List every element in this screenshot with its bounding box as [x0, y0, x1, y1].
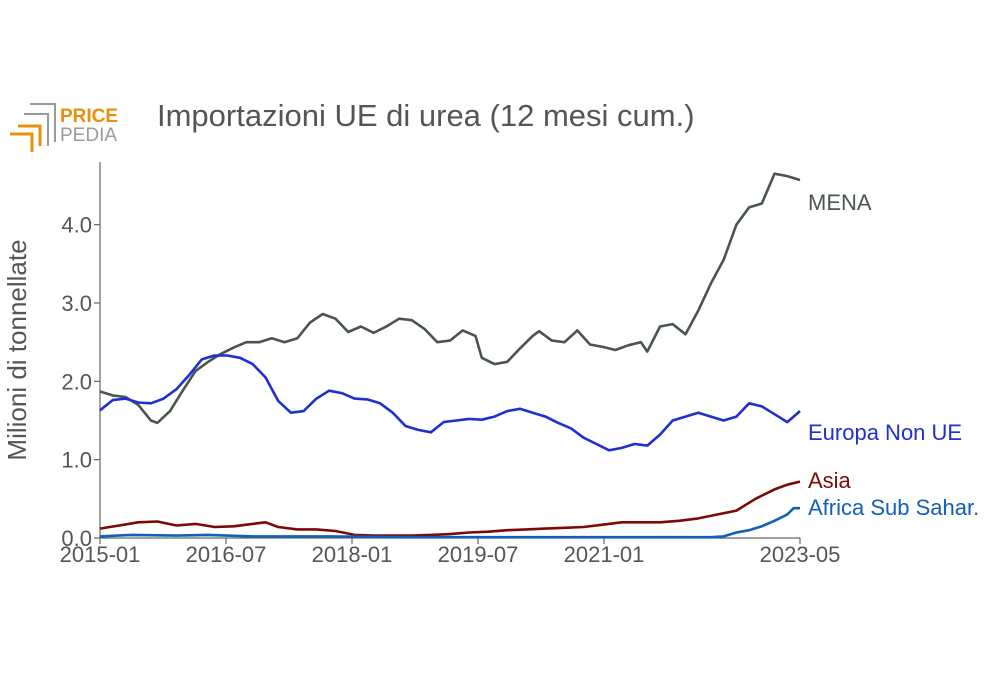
x-tick-label: 2023-05: [760, 542, 841, 567]
y-tick-label: 4.0: [61, 213, 92, 238]
series-line-asia: [99, 480, 801, 537]
x-tick-label: 2021-01: [564, 542, 645, 567]
y-ticks: 0.0 1.0 2.0 3.0 4.0: [61, 213, 100, 551]
series-label-europa-non-ue: Europa Non UE: [808, 420, 962, 445]
series-line-mena: [99, 172, 801, 425]
chart-title: Importazioni UE di urea (12 mesi cum.): [157, 98, 695, 133]
x-tick-label: 2019-07: [438, 542, 519, 567]
series-label-africa-sub-sahar: Africa Sub Sahar.: [808, 495, 979, 520]
pricepedia-logo: PRICE PEDIA: [10, 103, 118, 152]
x-tick-label: 2018-01: [312, 542, 393, 567]
x-tick-label: 2015-01: [60, 542, 141, 567]
x-ticks: 2015-01 2016-07 2018-01 2019-07 2021-01 2023-…: [60, 538, 841, 567]
y-tick-label: 2.0: [61, 369, 92, 394]
series-line-europa-non-ue: [99, 354, 801, 452]
y-tick-label: 3.0: [61, 291, 92, 316]
series-lines: [99, 172, 801, 539]
y-axis-title: Milioni di tonnellate: [2, 239, 32, 460]
y-tick-label: 0.0: [61, 526, 92, 551]
series-label-asia: Asia: [808, 468, 852, 493]
series-line-africa-sub-sahar: [99, 506, 800, 539]
y-tick-label: 1.0: [61, 448, 92, 473]
series-label-mena: MENA: [808, 190, 872, 215]
logo-text-top: PRICE: [60, 106, 118, 127]
x-tick-label: 2016-07: [186, 542, 267, 567]
logo-mark-icon: [10, 103, 56, 152]
logo-text-bottom: PEDIA: [60, 125, 117, 146]
